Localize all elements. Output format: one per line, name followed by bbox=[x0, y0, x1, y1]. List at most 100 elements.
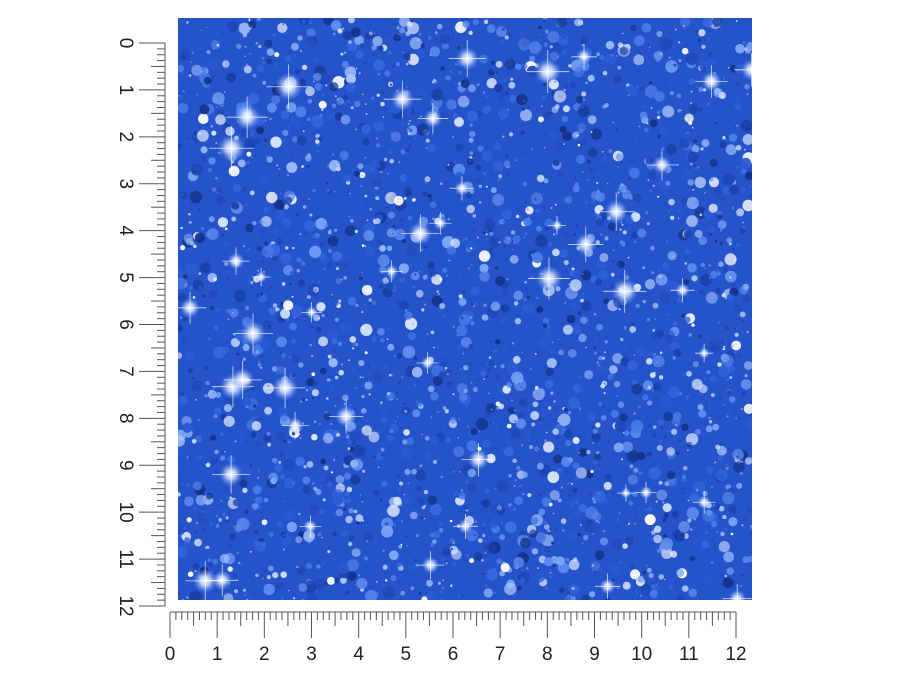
glitter-flake bbox=[340, 278, 343, 281]
glitter-flake bbox=[582, 542, 584, 545]
glitter-flake bbox=[576, 154, 586, 164]
glitter-flake bbox=[309, 343, 313, 347]
glitter-flake bbox=[671, 510, 679, 518]
glitter-flake bbox=[524, 578, 526, 580]
glitter-flake bbox=[495, 428, 498, 432]
glitter-flake bbox=[744, 84, 750, 90]
glitter-flake bbox=[577, 143, 581, 147]
glitter-flake bbox=[706, 69, 710, 72]
glitter-flake bbox=[673, 530, 686, 542]
glitter-flake bbox=[659, 126, 669, 136]
glitter-flake bbox=[526, 567, 529, 570]
glitter-flake bbox=[478, 538, 483, 543]
glitter-flake bbox=[274, 52, 280, 58]
glitter-flake bbox=[682, 475, 686, 479]
glitter-flake bbox=[353, 509, 358, 514]
glitter-flake bbox=[668, 456, 672, 459]
glitter-flake bbox=[625, 521, 629, 525]
glitter-flake bbox=[725, 144, 737, 156]
glitter-flake bbox=[573, 557, 578, 562]
glitter-flake bbox=[706, 102, 711, 107]
sparkle-star bbox=[178, 291, 207, 324]
glitter-flake bbox=[290, 304, 303, 317]
glitter-flake bbox=[371, 53, 375, 56]
glitter-flake bbox=[362, 469, 366, 473]
glitter-flake bbox=[415, 534, 420, 538]
sparkle-star bbox=[429, 212, 452, 235]
glitter-flake bbox=[432, 447, 435, 450]
glitter-flake bbox=[226, 72, 237, 83]
glitter-flake bbox=[382, 292, 384, 294]
glitter-flake bbox=[232, 184, 241, 193]
sparkle-star bbox=[449, 176, 475, 201]
glitter-flake bbox=[500, 304, 510, 313]
glitter-flake bbox=[645, 211, 649, 215]
glitter-flake bbox=[368, 144, 371, 146]
glitter-flake bbox=[327, 189, 330, 192]
glitter-flake bbox=[312, 80, 315, 83]
glitter-flake bbox=[625, 348, 627, 350]
glitter-flake bbox=[460, 316, 464, 320]
glitter-flake bbox=[726, 237, 733, 244]
glitter-flake bbox=[608, 149, 613, 153]
sparkle-star bbox=[226, 96, 268, 138]
glitter-flake bbox=[319, 241, 326, 248]
glitter-flake bbox=[396, 353, 403, 359]
glitter-flake bbox=[202, 64, 205, 66]
glitter-flake bbox=[564, 594, 575, 600]
glitter-flake bbox=[547, 471, 560, 484]
sparkle-star bbox=[527, 257, 570, 300]
glitter-flake bbox=[657, 179, 668, 191]
glitter-flake bbox=[743, 517, 748, 522]
glitter-flake bbox=[257, 360, 261, 364]
glitter-flake bbox=[328, 358, 338, 368]
glitter-flake bbox=[518, 412, 526, 421]
glitter-flake bbox=[694, 176, 706, 188]
glitter-flake bbox=[543, 258, 546, 261]
glitter-flake bbox=[325, 84, 328, 87]
glitter-flake bbox=[212, 391, 215, 394]
glitter-flake bbox=[432, 459, 437, 464]
glitter-flake bbox=[526, 295, 531, 299]
glitter-flake bbox=[195, 531, 199, 534]
glitter-flake bbox=[740, 228, 746, 234]
glitter-flake bbox=[181, 315, 188, 322]
glitter-flake bbox=[534, 329, 538, 333]
glitter-flake bbox=[574, 176, 576, 179]
glitter-flake bbox=[642, 380, 654, 391]
glitter-flake bbox=[530, 368, 532, 370]
glitter-flake bbox=[702, 490, 708, 497]
glitter-flake bbox=[387, 392, 391, 396]
glitter-flake bbox=[233, 498, 241, 507]
glitter-flake bbox=[630, 569, 641, 580]
glitter-flake bbox=[513, 485, 516, 487]
glitter-flake bbox=[355, 533, 357, 536]
glitter-flake bbox=[215, 141, 218, 145]
glitter-flake bbox=[226, 30, 229, 32]
glitter-flake bbox=[494, 534, 499, 540]
glitter-flake bbox=[522, 63, 528, 69]
glitter-flake bbox=[573, 233, 577, 236]
glitter-flake bbox=[611, 486, 614, 490]
glitter-flake bbox=[402, 239, 406, 244]
glitter-flake bbox=[511, 371, 524, 385]
glitter-flake bbox=[498, 479, 501, 481]
glitter-flake bbox=[345, 82, 356, 93]
glitter-flake bbox=[552, 454, 563, 464]
glitter-flake bbox=[424, 505, 426, 507]
glitter-flake bbox=[598, 269, 609, 280]
glitter-flake bbox=[455, 143, 464, 152]
glitter-flake bbox=[202, 66, 209, 73]
glitter-flake bbox=[268, 307, 276, 316]
glitter-flake bbox=[180, 124, 183, 127]
glitter-flake bbox=[496, 72, 498, 75]
glitter-flake bbox=[513, 290, 523, 301]
glitter-flake bbox=[473, 301, 478, 306]
glitter-flake bbox=[345, 434, 350, 439]
glitter-flake bbox=[557, 34, 570, 46]
glitter-flake bbox=[409, 120, 411, 122]
glitter-flake bbox=[508, 474, 512, 478]
glitter-flake bbox=[606, 117, 608, 120]
glitter-flake bbox=[612, 351, 616, 354]
sparkle-star bbox=[232, 313, 274, 354]
